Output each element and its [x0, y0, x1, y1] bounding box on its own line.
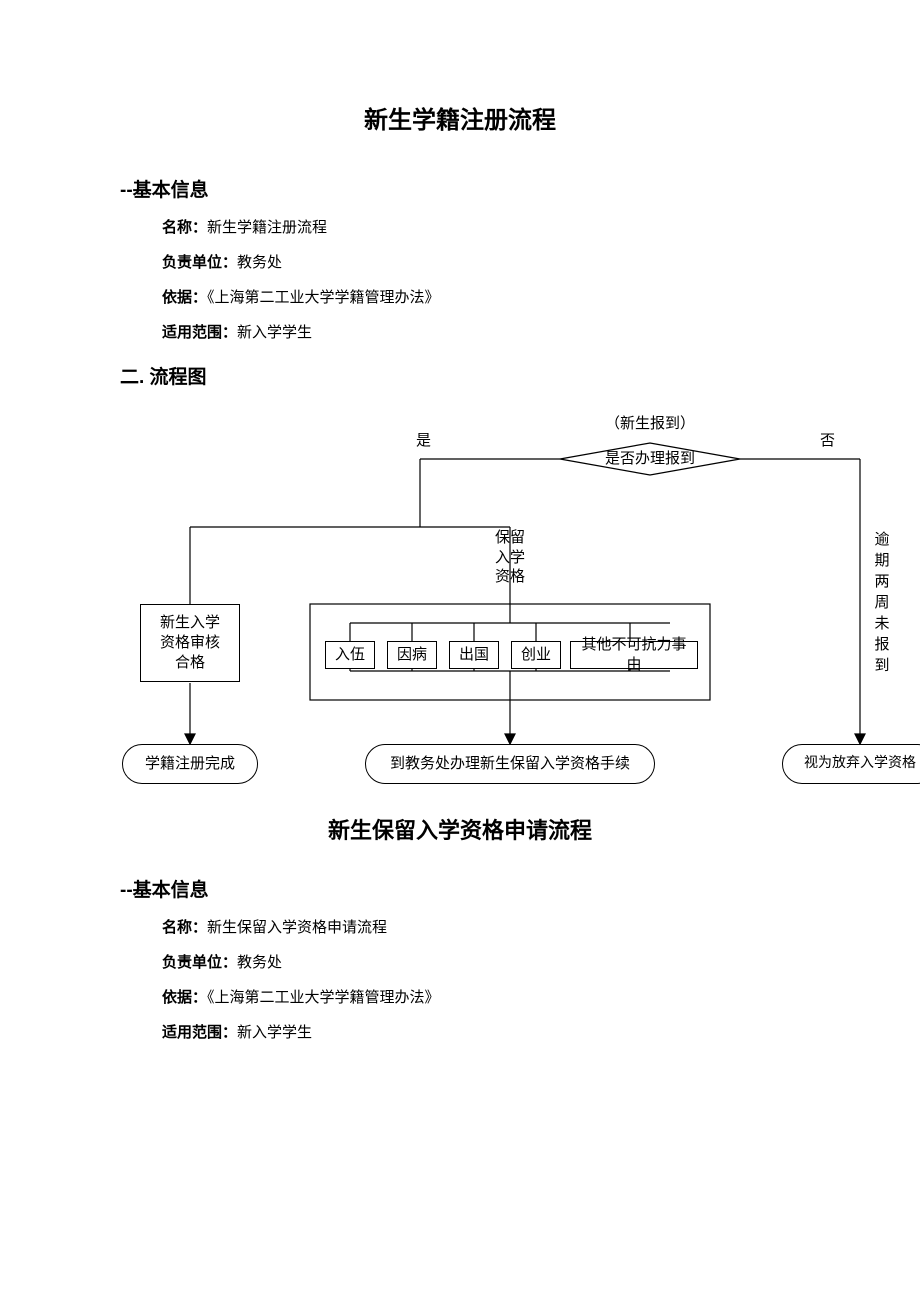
flow-yes: 是 — [416, 432, 431, 452]
value-dept: 教务处 — [237, 255, 282, 271]
doc2-info-basis: 依据：《上海第二工业大学学籍管理办法》 — [162, 986, 800, 1007]
label-dept: 负责单位： — [162, 254, 237, 271]
value-dept-2: 教务处 — [237, 955, 282, 971]
flow-no: 否 — [820, 432, 835, 452]
doc1-info-name: 名称：新生学籍注册流程 — [162, 216, 800, 237]
doc2-info-dept: 负责单位：教务处 — [162, 951, 800, 972]
flow-retain-title: 保留 入学 资格 — [490, 529, 530, 588]
page: 新生学籍注册流程 --基本信息 名称：新生学籍注册流程 负责单位：教务处 依据：… — [0, 0, 920, 1116]
doc2-info-name: 名称：新生保留入学资格申请流程 — [162, 916, 800, 937]
value-scope-2: 新入学学生 — [237, 1025, 312, 1041]
flow-reason-1: 因病 — [387, 641, 437, 669]
label-dept-2: 负责单位： — [162, 954, 237, 971]
doc1-title: 新生学籍注册流程 — [120, 100, 800, 135]
flow-reason-2: 出国 — [449, 641, 499, 669]
value-name-2: 新生保留入学资格申请流程 — [207, 920, 387, 936]
flow-start-note: （新生报到） — [600, 415, 700, 435]
doc1-info-scope: 适用范围：新入学学生 — [162, 321, 800, 342]
value-basis: 《上海第二工业大学学籍管理办法》 — [207, 290, 440, 306]
doc1-section2-head: 二. 流程图 — [120, 362, 800, 389]
label-name: 名称： — [162, 219, 207, 236]
flow-left-box: 新生入学 资格审核 合格 — [140, 604, 240, 682]
label-scope-2: 适用范围： — [162, 1024, 237, 1041]
doc1-section1-head: --基本信息 — [120, 175, 800, 202]
label-scope: 适用范围： — [162, 324, 237, 341]
doc2-section1-head: --基本信息 — [120, 875, 800, 902]
flow-decision: 是否办理报到 — [605, 450, 695, 470]
flow-reason-3: 创业 — [511, 641, 561, 669]
label-name-2: 名称： — [162, 919, 207, 936]
doc1-info-basis: 依据：《上海第二工业大学学籍管理办法》 — [162, 286, 800, 307]
flow-right-term: 视为放弃入学资格 — [782, 744, 920, 784]
value-name: 新生学籍注册流程 — [207, 220, 327, 236]
flow-right-note: 逾期两周未报到 — [870, 519, 890, 689]
label-basis-2: 依据： — [162, 989, 207, 1006]
flow-mid-term: 到教务处办理新生保留入学资格手续 — [365, 744, 655, 784]
flow-left-term: 学籍注册完成 — [122, 744, 258, 784]
doc1-info-dept: 负责单位：教务处 — [162, 251, 800, 272]
value-scope: 新入学学生 — [237, 325, 312, 341]
doc2-title: 新生保留入学资格申请流程 — [120, 813, 800, 845]
doc2-info-scope: 适用范围：新入学学生 — [162, 1021, 800, 1042]
flow-reason-0: 入伍 — [325, 641, 375, 669]
flow-reason-4: 其他不可抗力事由 — [570, 641, 698, 669]
label-basis: 依据： — [162, 289, 207, 306]
value-basis-2: 《上海第二工业大学学籍管理办法》 — [207, 990, 440, 1006]
flowchart: （新生报到） 是否办理报到 是 否 保留 入学 资格 新生入学 资格审核 合格 … — [120, 409, 880, 809]
